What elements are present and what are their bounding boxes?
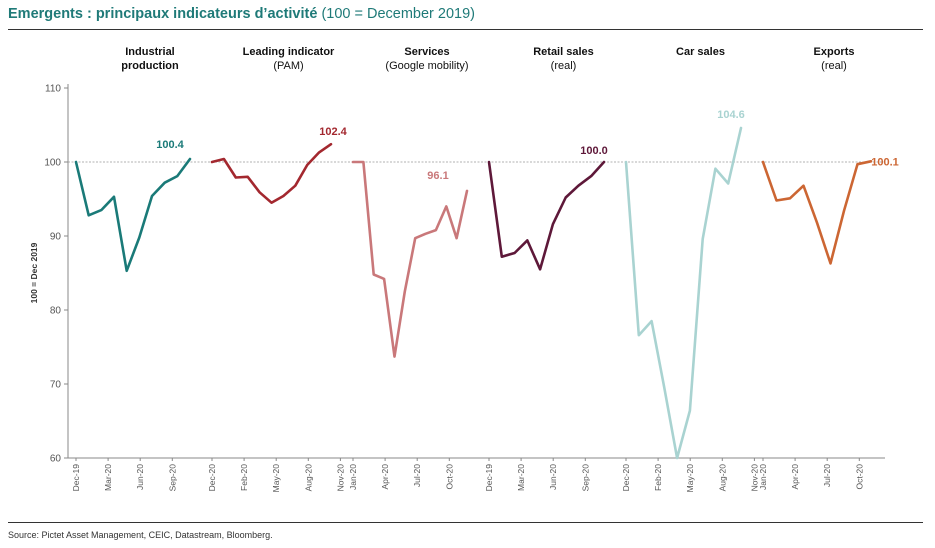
panel-title: Services	[404, 46, 449, 58]
x-tick-label: Jul-20	[822, 464, 832, 487]
source-note: Source: Pictet Asset Management, CEIC, D…	[8, 530, 273, 540]
x-tick-label: Dec-19	[71, 464, 81, 492]
x-tick-label: Oct-20	[444, 464, 454, 490]
panel-subtitle: (PAM)	[273, 60, 303, 72]
x-tick-label: Apr-20	[380, 464, 390, 490]
series-line-6	[761, 160, 873, 265]
y-tick-label: 60	[50, 454, 62, 465]
panel-subtitle: (Google mobility)	[385, 60, 468, 72]
x-tick-label: Apr-20	[790, 464, 800, 490]
x-tick-label: Jul-20	[412, 464, 422, 487]
x-tick-label: Jun-20	[548, 464, 558, 490]
y-axis-label: 100 = Dec 2019	[29, 242, 39, 303]
x-tick-label: Dec-20	[207, 464, 217, 492]
x-tick-label: Aug-20	[717, 464, 727, 492]
panel-subtitle: (real)	[551, 60, 577, 72]
x-tick-label: Nov-20	[335, 464, 345, 492]
end-value-label: 100.1	[871, 156, 899, 168]
panel-subtitle: (real)	[821, 60, 847, 72]
y-tick-label: 90	[50, 232, 62, 243]
end-value-label: 100.4	[156, 139, 184, 151]
x-tick-label: Dec-19	[484, 464, 494, 492]
series-line-3	[351, 160, 469, 358]
end-value-label: 100.0	[580, 145, 608, 157]
x-tick-label: May-20	[271, 464, 281, 493]
chart-title: Emergents : principaux indicateurs d’act…	[8, 6, 475, 22]
y-tick-label: 80	[50, 306, 62, 317]
panel-title: Leading indicator	[243, 46, 335, 58]
panel-title: Car sales	[676, 46, 725, 58]
y-tick-label: 70	[50, 380, 62, 391]
x-tick-label: Dec-20	[621, 464, 631, 492]
panel-title: Retail sales	[533, 46, 594, 58]
end-value-label: 104.6	[717, 109, 745, 121]
panel-title: Industrial	[125, 46, 175, 58]
x-tick-label: May-20	[685, 464, 695, 493]
x-tick-label: Nov-20	[749, 464, 759, 492]
chart-title-main: Emergents : principaux indicateurs d’act…	[8, 6, 318, 22]
series-line-4	[487, 160, 606, 271]
x-tick-label: Sep-20	[167, 464, 177, 492]
end-value-label: 102.4	[319, 126, 347, 138]
bottom-rule	[8, 522, 923, 523]
x-tick-label: Jun-20	[135, 464, 145, 490]
x-tick-label: Jan-20	[348, 464, 358, 490]
x-tick-label: Aug-20	[303, 464, 313, 492]
series-line-5	[624, 126, 743, 460]
panel-title: Exports	[814, 46, 855, 58]
x-tick-label: Mar-20	[103, 464, 113, 491]
end-value-label: 96.1	[427, 170, 448, 182]
chart-title-sub: (100 = December 2019)	[321, 6, 475, 22]
series-line-1	[74, 157, 192, 273]
x-tick-label: Feb-20	[239, 464, 249, 491]
panel-title: production	[121, 60, 179, 72]
series-line-2	[210, 142, 333, 204]
x-tick-label: Sep-20	[580, 464, 590, 492]
top-rule	[8, 29, 923, 30]
x-tick-label: Feb-20	[653, 464, 663, 491]
x-tick-label: Oct-20	[854, 464, 864, 490]
y-tick-label: 100	[44, 158, 61, 169]
x-tick-label: Jan-20	[758, 464, 768, 490]
y-tick-label: 110	[45, 84, 61, 95]
x-tick-label: Mar-20	[516, 464, 526, 491]
